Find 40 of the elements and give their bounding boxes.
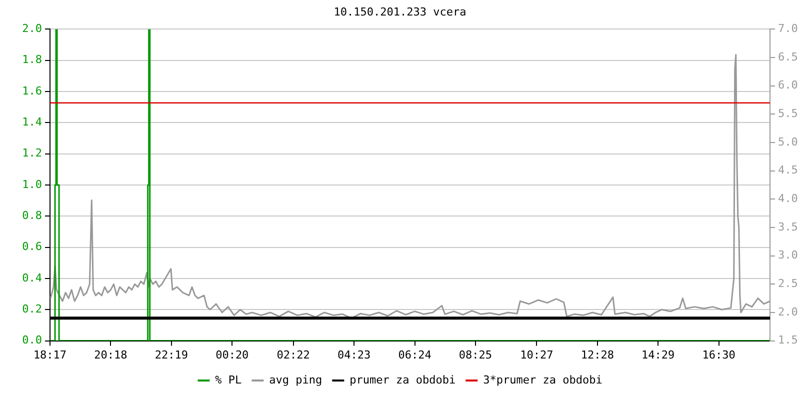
x-tick-label: 10:27 — [520, 348, 554, 362]
chart-title: 10.150.201.233 vcera — [334, 5, 466, 18]
y2-tick-label: 2.5 — [778, 277, 798, 290]
y2-tick-label: 3.5 — [778, 220, 798, 234]
x-tick-label: 08:25 — [458, 348, 492, 362]
x-tick-label: 18:17 — [33, 348, 67, 362]
x-tick-label: 22:19 — [154, 348, 188, 362]
x-tick-label: 04:23 — [337, 348, 371, 362]
y-tick-label: 2.0 — [22, 22, 42, 36]
y2-tick-label: 4.5 — [778, 164, 798, 177]
y2-tick-label: 5.0 — [778, 135, 798, 148]
y2-tick-label: 7.0 — [778, 22, 798, 36]
y2-tick-label: 4.0 — [778, 192, 798, 206]
y2-tick-label: 3.0 — [778, 248, 798, 262]
x-tick-label: 00:20 — [216, 348, 249, 362]
y2-tick-label: 5.5 — [778, 107, 798, 120]
y2-tick-label: 6.5 — [778, 50, 798, 64]
legend-label: avg ping — [269, 373, 322, 386]
x-tick-label: 02:22 — [276, 348, 310, 362]
y-tick-label: 0.4 — [22, 271, 42, 284]
legend-label: 3*prumer za obdobi — [483, 373, 602, 386]
y2-tick-label: 6.0 — [778, 78, 798, 92]
x-tick-label: 06:24 — [398, 348, 432, 362]
y-tick-label: 0.2 — [22, 302, 42, 316]
y-tick-label: 0.8 — [22, 209, 42, 222]
legend-label: prumer za obdobi — [350, 373, 456, 386]
x-tick-label: 12:28 — [580, 348, 614, 362]
y-tick-label: 1.6 — [22, 84, 42, 98]
x-tick-label: 14:29 — [642, 348, 675, 362]
x-tick-label: 16:30 — [702, 348, 736, 362]
legend-label: % PL — [215, 373, 242, 386]
x-tick-label: 20:18 — [94, 348, 128, 362]
y2-tick-label: 1.5 — [778, 334, 798, 347]
y-tick-label: 1.8 — [22, 53, 42, 66]
y-tick-label: 0.0 — [22, 334, 42, 347]
y-tick-label: 1.2 — [22, 146, 42, 160]
y2-tick-label: 2.0 — [778, 305, 798, 318]
y-tick-label: 1.0 — [22, 178, 42, 191]
y-tick-label: 0.6 — [22, 240, 42, 254]
y-tick-label: 1.4 — [22, 116, 42, 129]
